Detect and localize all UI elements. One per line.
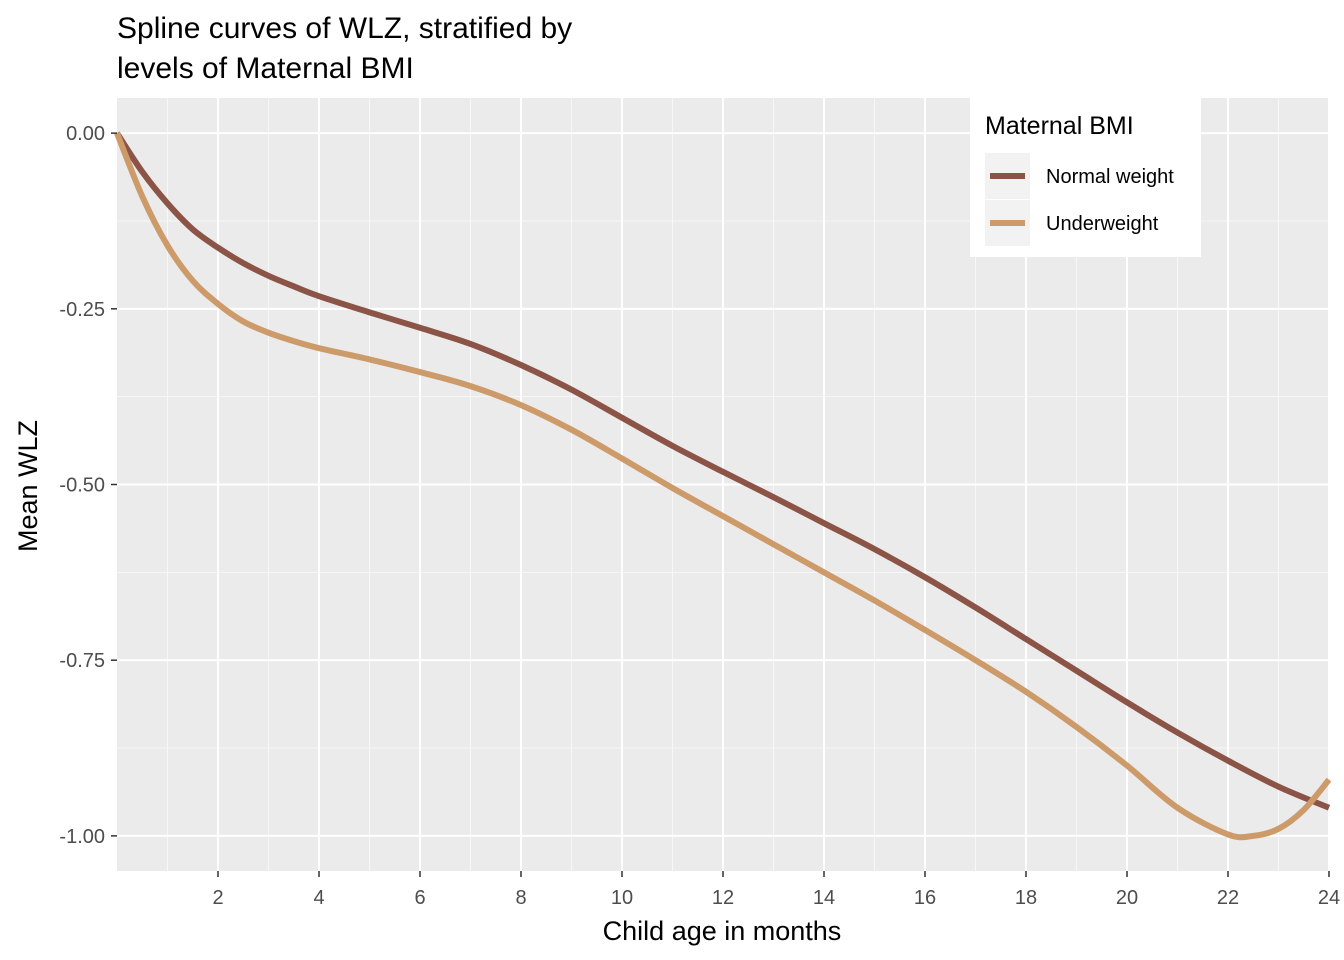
legend: Maternal BMI Normal weight Underweight [970, 98, 1201, 257]
x-tick-label: 6 [414, 887, 425, 909]
series-line-0 [114, 131, 1331, 811]
legend-label: Normal weight [1046, 166, 1174, 188]
x-tick-label: 4 [313, 887, 324, 909]
chart-title-line-2: levels of Maternal BMI [117, 52, 414, 85]
x-tick-label: 8 [515, 887, 526, 909]
x-tick-label: 10 [611, 887, 633, 909]
legend-label: Underweight [1046, 213, 1159, 235]
x-tick-label: 18 [1015, 887, 1037, 909]
y-tick-label: 0.00 [66, 123, 105, 145]
y-tick-label: -1.00 [59, 826, 105, 848]
x-tick-label: 12 [712, 887, 734, 909]
y-tick-label: -0.25 [59, 299, 105, 321]
x-tick-label: 14 [813, 887, 835, 909]
chart-title-line-1: Spline curves of WLZ, stratified by [117, 12, 573, 45]
y-axis-label: Mean WLZ [13, 420, 43, 552]
series-line-1 [114, 132, 1332, 841]
x-tick-label: 24 [1318, 887, 1340, 909]
x-tick-label: 22 [1217, 887, 1239, 909]
x-tick-label: 2 [212, 887, 223, 909]
x-tick-label: 20 [1116, 887, 1138, 909]
x-tick-label: 16 [914, 887, 936, 909]
x-axis: 2 4 6 8 10 12 14 16 18 20 22 24 [212, 871, 1340, 909]
y-tick-label: -0.75 [59, 650, 105, 672]
x-axis-label: Child age in months [603, 916, 842, 946]
y-axis: 0.00 -0.25 -0.50 -0.75 -1.00 [59, 123, 117, 848]
y-tick-label: -0.50 [59, 475, 105, 497]
legend-items: Normal weight Underweight [985, 153, 1174, 246]
legend-title: Maternal BMI [985, 112, 1134, 140]
series-layer [114, 131, 1332, 841]
